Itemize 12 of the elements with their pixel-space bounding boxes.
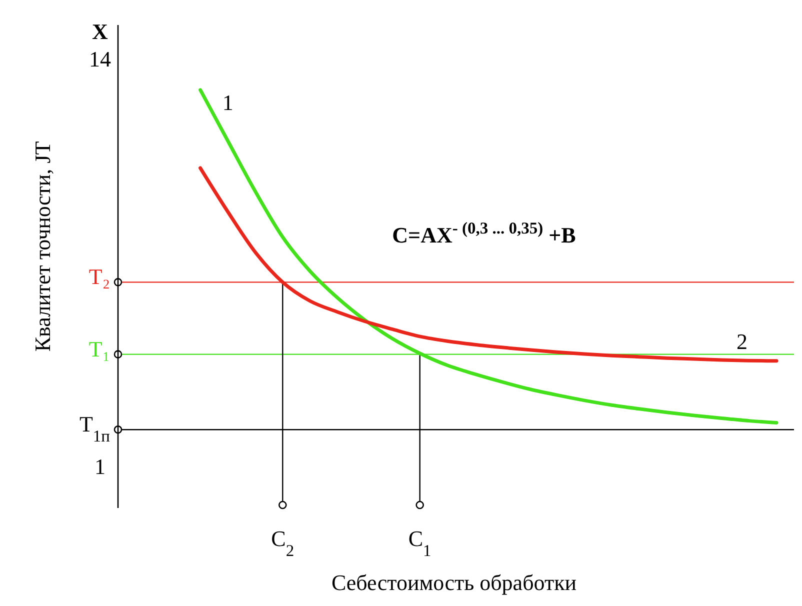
x-axis-title: Себестоимость обработки <box>331 570 577 595</box>
y-axis-title: Квалитет точности, JT <box>30 140 55 352</box>
ref-line-label: T₁ <box>88 336 110 362</box>
annotation: C=AX$^{- (0,3 ... 0,35)}$ +B <box>392 218 576 248</box>
y-tick-label: 14 <box>89 46 111 72</box>
series-label: 1 <box>222 90 234 115</box>
ref-line-label: T$_{1п}$ <box>79 412 110 446</box>
series-label: 2 <box>736 328 748 354</box>
text: X <box>92 19 108 44</box>
ref-line-label: T₂ <box>88 264 110 290</box>
x-tick-label: C$_{2}$ <box>271 526 294 560</box>
x-tick-label: C$_{1}$ <box>408 526 432 560</box>
